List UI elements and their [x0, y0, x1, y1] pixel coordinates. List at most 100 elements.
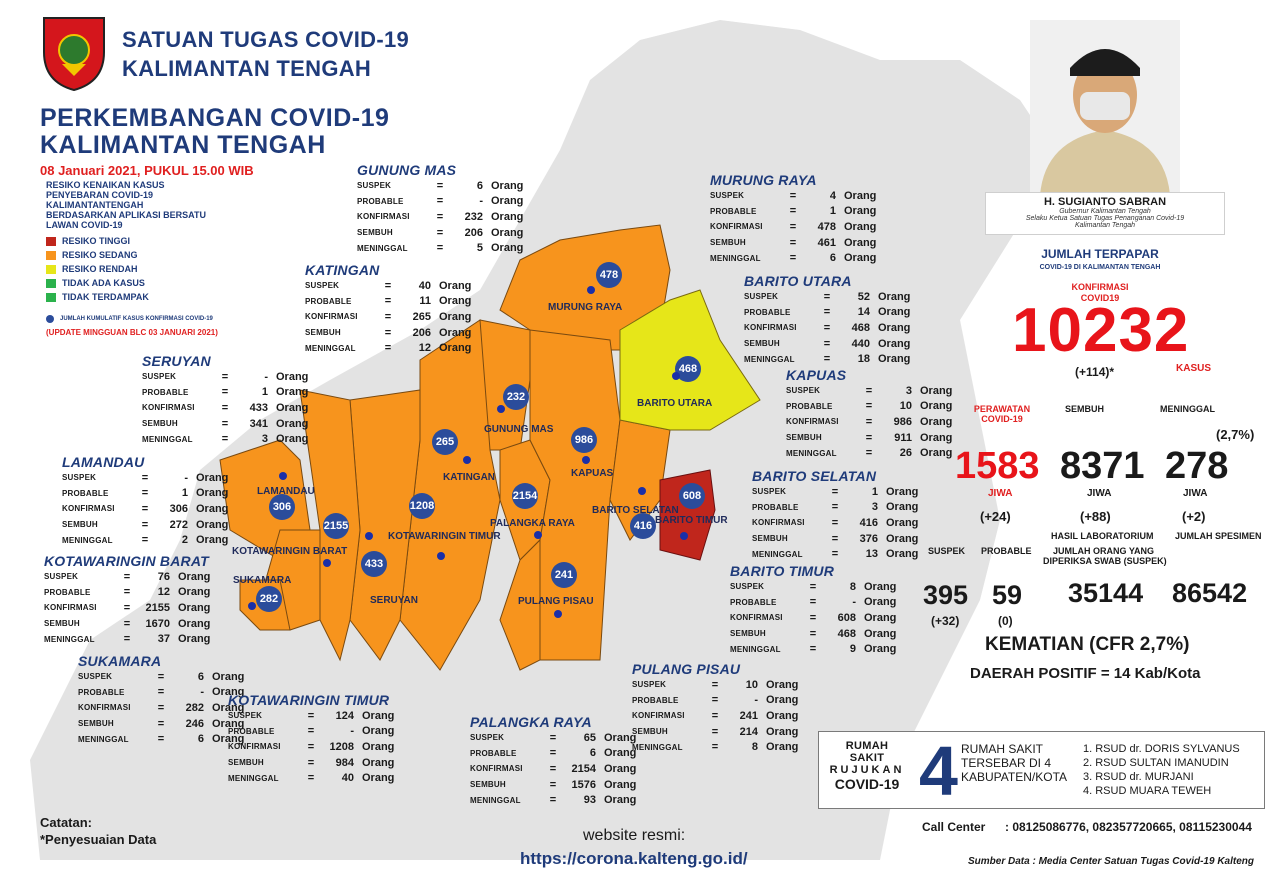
exposed-subtitle: COVID-19 DI KALIMANTAN TENGAH — [1039, 264, 1161, 271]
regency-title: KATINGAN — [305, 262, 380, 278]
row-unit: Orang — [844, 205, 877, 218]
row-equals: = — [436, 226, 444, 239]
kalteng-map — [219, 224, 761, 671]
hospital-item: 3. RSUD dr. MURJANI — [1083, 771, 1194, 783]
map-dot-kotim — [437, 552, 445, 560]
probable-delta: (0) — [998, 614, 1013, 628]
confirm-delta: (+114)* — [1075, 365, 1115, 379]
row-equals: = — [549, 762, 557, 775]
regency-block-kotawaringin-timur: KOTAWARINGIN TIMUR SUSPEK = 124 Orang PROBABL… — [228, 692, 394, 786]
regency-row: SEMBUH = 272 Orang — [62, 517, 228, 533]
regency-row: KONFIRMASI = 986 Orang — [786, 414, 952, 430]
regency-row: MENINGGAL = 8 Orang — [632, 739, 798, 755]
governor-photo — [1030, 20, 1180, 195]
regency-row: SUSPEK = - Orang — [62, 470, 228, 486]
row-equals: = — [549, 794, 557, 807]
recovered-delta: (+88) — [1080, 509, 1111, 524]
row-label: MENINGGAL — [78, 734, 129, 744]
hospital-list: 1. RSUD dr. DORIS SYLVANUS 2. RSUD SULTAN… — [1083, 742, 1240, 798]
death-jiwa: JIWA — [1183, 488, 1208, 499]
regency-row: SUSPEK = 52 Orang — [744, 289, 910, 305]
row-label: PROBABLE — [357, 196, 404, 206]
regency-row: SEMBUH = 440 Orang — [744, 336, 910, 352]
row-label: KONFIRMASI — [632, 711, 685, 721]
row-label: KONFIRMASI — [470, 764, 523, 774]
regency-row: MENINGGAL = 9 Orang — [730, 641, 896, 657]
governor-role2: Selaku Ketua Satuan Tugas Penanganan Cov… — [1025, 215, 1185, 222]
row-value: 986 — [893, 415, 912, 428]
regency-row: SUSPEK = 76 Orang — [44, 569, 210, 585]
hospital-desc3: KABUPATEN/KOTA — [961, 770, 1068, 784]
row-label: SUSPEK — [228, 711, 263, 721]
row-equals: = — [831, 532, 839, 545]
row-label: MENINGGAL — [752, 549, 803, 559]
row-value: 124 — [335, 709, 354, 722]
row-equals: = — [865, 400, 873, 413]
row-label: SEMBUH — [632, 727, 668, 737]
swab-label1: JUMLAH ORANG YANG — [1053, 546, 1155, 556]
legend-item-label: TIDAK TERDAMPAK — [62, 292, 149, 302]
exposed-title: JUMLAH TERPAPAR — [1041, 247, 1159, 261]
row-equals: = — [809, 580, 817, 593]
regency-row: MENINGGAL = 3 Orang — [142, 431, 308, 447]
row-equals: = — [809, 643, 817, 656]
map-dot-pulang-pisau — [554, 610, 562, 618]
row-label: KONFIRMASI — [142, 403, 195, 413]
row-unit: Orang — [886, 516, 919, 529]
row-equals: = — [549, 731, 557, 744]
probable-label: PROBABLE — [981, 546, 1032, 556]
regency-block-kapuas: KAPUAS SUSPEK = 3 Orang PROBABLE = 10 Orang KONFI… — [786, 367, 952, 461]
row-unit: Orang — [878, 321, 911, 334]
row-equals: = — [436, 210, 444, 223]
row-unit: Orang — [604, 778, 637, 791]
regency-row: PROBABLE = 11 Orang — [305, 294, 471, 310]
row-equals: = — [711, 694, 719, 707]
row-unit: Orang — [886, 532, 919, 545]
row-unit: Orang — [886, 501, 919, 514]
regency-row: KONFIRMASI = 478 Orang — [710, 219, 876, 235]
regency-row: SUSPEK = 10 Orang — [632, 677, 798, 693]
row-unit: Orang — [196, 534, 229, 547]
row-label: SUSPEK — [142, 372, 177, 382]
row-equals: = — [823, 353, 831, 366]
row-unit: Orang — [844, 189, 877, 202]
row-value: 13 — [865, 548, 878, 561]
row-label: SUSPEK — [305, 281, 340, 291]
regency-title: PALANGKA RAYA — [470, 714, 592, 730]
regency-row: KONFIRMASI = 241 Orang — [632, 708, 798, 724]
row-equals: = — [307, 756, 315, 769]
hospital-label3: COVID-19 — [834, 776, 900, 792]
regency-row: SUSPEK = 8 Orang — [730, 579, 896, 595]
row-value: 11 — [419, 295, 431, 308]
regency-title: BARITO SELATAN — [752, 468, 877, 484]
row-unit: Orang — [766, 678, 799, 691]
map-dot-kobar — [323, 559, 331, 567]
row-value: 12 — [418, 342, 431, 355]
row-value: 6 — [476, 179, 483, 192]
hospital-label: RUMAH SAKIT RUJUKAN COVID-19 — [827, 740, 907, 792]
row-value: 306 — [169, 502, 188, 515]
row-unit: Orang — [196, 502, 229, 515]
hospital-label1: RUMAH SAKIT — [845, 740, 889, 764]
row-equals: = — [831, 501, 839, 514]
row-equals: = — [789, 205, 797, 218]
row-equals: = — [221, 417, 229, 430]
row-equals: = — [789, 236, 797, 249]
row-value: 478 — [817, 220, 836, 233]
row-label: PROBABLE — [142, 387, 189, 397]
row-value: 14 — [857, 306, 870, 319]
row-label: PROBABLE — [710, 206, 757, 216]
regency-row: MENINGGAL = 12 Orang — [305, 340, 471, 356]
row-equals: = — [823, 306, 831, 319]
regency-block-barito-selatan: BARITO SELATAN SUSPEK = 1 Orang PROBABLE = 3 Ora… — [752, 468, 918, 562]
regency-row: MENINGGAL = 18 Orang — [744, 351, 910, 367]
regency-row: KONFIRMASI = 265 Orang — [305, 309, 471, 325]
website-link[interactable]: https://corona.kalteng.go.id/ — [520, 849, 748, 868]
hospital-desc1: RUMAH SAKIT — [961, 742, 1044, 756]
regency-block-murung-raya: MURUNG RAYA SUSPEK = 4 Orang PROBABLE = 1 Orang K… — [710, 172, 876, 266]
map-badge-pulang-pisau: 241 — [551, 562, 577, 588]
map-badge-palangka-raya: 2154 — [512, 483, 538, 509]
row-value: 1 — [181, 487, 188, 500]
row-label: KONFIRMASI — [44, 603, 97, 613]
regency-row: SEMBUH = 206 Orang — [305, 325, 471, 341]
